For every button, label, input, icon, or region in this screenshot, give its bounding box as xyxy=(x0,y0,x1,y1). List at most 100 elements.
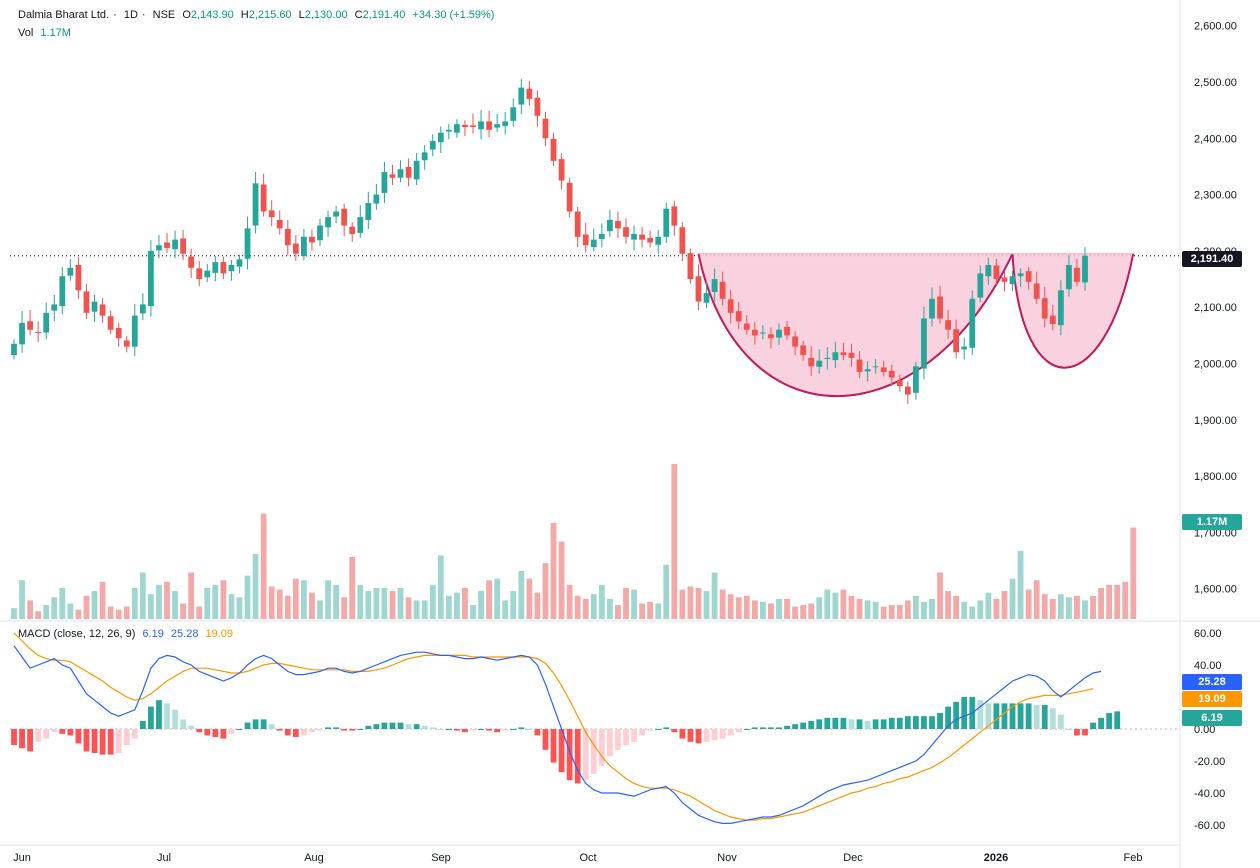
volume-bar xyxy=(180,603,187,619)
macd-histogram-bar xyxy=(1017,703,1024,729)
volume-bar xyxy=(236,597,243,619)
volume-bar xyxy=(1025,589,1032,619)
volume-bar xyxy=(615,605,621,619)
candle-body xyxy=(115,328,122,339)
macd-pane[interactable] xyxy=(10,632,1180,824)
vol-label: Vol xyxy=(18,27,34,39)
time-tick-label: Feb xyxy=(1124,852,1143,864)
price-candles[interactable] xyxy=(11,79,1088,405)
macd-histogram-bar xyxy=(172,709,178,729)
macd-histogram-bar xyxy=(413,724,420,729)
volume-bar xyxy=(977,600,984,619)
candle-body xyxy=(566,182,573,212)
volume-bar xyxy=(300,580,307,619)
candle-body xyxy=(888,370,895,378)
macd-histogram-bar xyxy=(486,729,493,731)
macd-histogram-bar xyxy=(663,727,670,729)
macd-histogram-bar xyxy=(381,722,388,729)
cup-fill xyxy=(698,253,1013,397)
macd-histogram-bar xyxy=(647,729,654,731)
macd-histogram-bar xyxy=(156,700,162,729)
high-value: 2,215.60 xyxy=(248,9,292,21)
candle-body xyxy=(437,132,444,143)
candle-body xyxy=(260,184,267,212)
macd-label[interactable]: MACD (close, 12, 26, 9) xyxy=(18,628,136,640)
candle-body xyxy=(953,329,960,353)
macd-histogram-bar xyxy=(35,729,42,742)
price-badge: 2,191.40 xyxy=(1182,251,1242,267)
volume-bar xyxy=(276,589,283,619)
macd-histogram-bar xyxy=(953,701,960,729)
price-tick-label: 2,600.00 xyxy=(1194,21,1237,33)
candle-body xyxy=(582,234,589,246)
macd-histogram-bar xyxy=(574,729,581,784)
candle-body xyxy=(808,357,815,367)
volume-bar xyxy=(768,603,774,619)
macd-histogram-bar xyxy=(832,717,839,729)
candle-body xyxy=(977,273,984,298)
symbol-name[interactable]: Dalmia Bharat Ltd. xyxy=(18,9,110,21)
macd-histogram-bar xyxy=(437,729,444,730)
macd-histogram-bar xyxy=(59,729,66,734)
macd-histogram-bar xyxy=(655,729,662,730)
volume-bar xyxy=(961,601,968,619)
candle-body xyxy=(83,291,90,313)
macd-histogram-bar xyxy=(220,729,227,739)
open-value: 2,143.90 xyxy=(190,9,234,21)
volume-bar xyxy=(945,591,952,619)
volume-bar xyxy=(349,557,356,619)
macd-histogram-bar xyxy=(317,729,323,731)
macd-histogram-bar xyxy=(768,727,774,729)
volume-bar xyxy=(888,605,895,619)
volume-bar xyxy=(864,600,871,619)
volume-bar xyxy=(542,563,549,619)
volume-bar xyxy=(486,580,493,619)
macd-histogram-bar xyxy=(1025,703,1032,729)
candle-body xyxy=(904,386,911,395)
macd-histogram-bar xyxy=(147,706,154,729)
candle-body xyxy=(856,359,863,372)
macd-histogram-bar xyxy=(1065,729,1072,730)
volume-bar xyxy=(969,606,976,619)
low-value: 2,130.00 xyxy=(304,9,348,21)
candle-body xyxy=(776,329,782,338)
candle-body xyxy=(35,331,42,333)
volume-bar xyxy=(1017,550,1024,619)
macd-histogram-bar xyxy=(582,729,589,781)
volume-bar xyxy=(156,584,162,619)
volume-bar xyxy=(365,591,372,619)
candle-body xyxy=(156,245,162,251)
macd-histogram-bar xyxy=(429,727,436,729)
time-tick-label: 2026 xyxy=(984,852,1008,864)
macd-histogram-bar xyxy=(1009,703,1016,729)
macd-histogram-bar xyxy=(848,719,855,729)
macd-histogram-bar xyxy=(502,729,509,731)
volume-bar xyxy=(341,597,348,619)
macd-histogram-bar xyxy=(856,719,863,729)
candle-body xyxy=(1065,264,1072,290)
candle-body xyxy=(172,239,178,250)
macd-histogram-bar xyxy=(309,729,315,733)
time-tick-label: Aug xyxy=(304,852,324,864)
candle-body xyxy=(929,298,935,319)
volume-bar xyxy=(99,581,106,619)
candle-body xyxy=(67,267,74,276)
candle-body xyxy=(317,225,323,241)
candle-body xyxy=(687,253,694,280)
macd-histogram-bar xyxy=(598,729,605,766)
volume-bar xyxy=(792,606,799,619)
candle-body xyxy=(800,345,807,356)
volume-bar xyxy=(1082,600,1088,619)
volume-bar xyxy=(381,588,388,619)
volume-bar xyxy=(11,608,17,619)
candle-body xyxy=(912,366,919,393)
candle-body xyxy=(759,332,766,334)
candle-body xyxy=(59,276,66,307)
volume-bar xyxy=(993,598,1000,619)
macd-histogram-bar xyxy=(808,721,815,729)
volume-bar xyxy=(848,595,855,619)
interval-label[interactable]: 1D xyxy=(123,9,138,21)
macd-histogram-bar xyxy=(75,729,82,744)
volume-bar xyxy=(437,555,444,619)
